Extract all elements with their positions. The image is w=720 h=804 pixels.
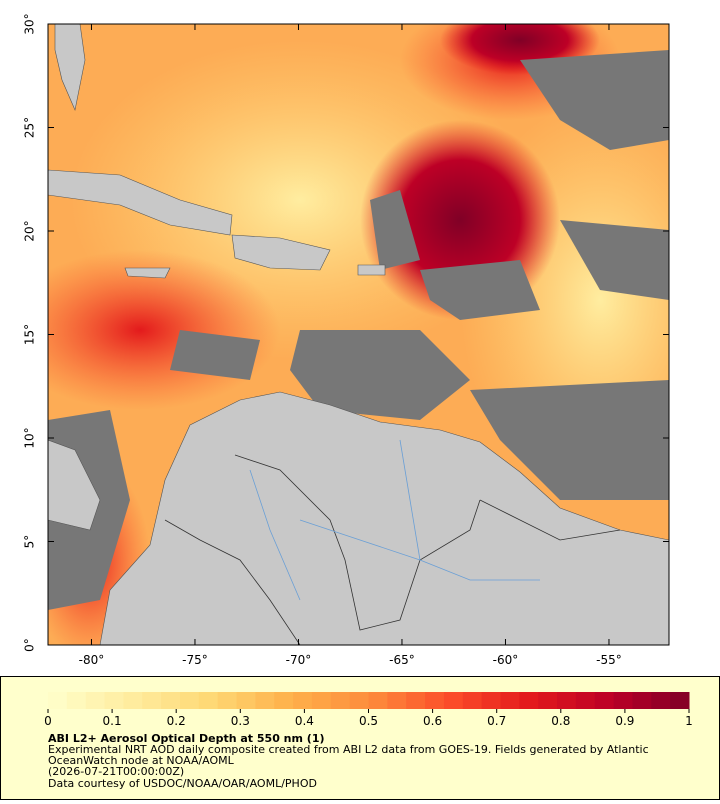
colorbar-segment <box>651 692 671 709</box>
colorbar-tick-label: 1 <box>685 714 693 728</box>
colorbar-segment <box>142 692 162 709</box>
colorbar-segment <box>519 692 539 709</box>
colorbar-segment <box>387 692 407 709</box>
x-tick-label: -55° <box>596 653 622 667</box>
x-tick-label: -75° <box>182 653 208 667</box>
colorbar-segment <box>217 692 238 709</box>
cloud-mask <box>48 50 669 610</box>
x-tick-label: -80° <box>79 653 105 667</box>
colorbar-segment <box>368 692 388 709</box>
colorbar-tick-label: 0.4 <box>295 714 314 728</box>
y-tick-label: 25° <box>23 117 37 138</box>
colorbar-segment <box>500 692 520 709</box>
colorbar-segment <box>179 692 200 709</box>
colorbar-segment <box>594 692 615 709</box>
colorbar-segment <box>66 692 87 709</box>
caption-date: (2026-07-21T00:00:00Z) <box>48 765 184 778</box>
y-tick-label: 15° <box>23 324 37 345</box>
colorbar-tick-label: 0.2 <box>167 714 186 728</box>
y-tick-label: 5° <box>23 535 37 549</box>
caption-text: OceanWatch node at NOAA/AOML <box>48 754 235 767</box>
colorbar-segment <box>293 692 313 709</box>
colorbar-segment <box>236 692 256 709</box>
colorbar-tick-label: 0.3 <box>231 714 250 728</box>
colorbar-segment <box>198 692 219 709</box>
colorbar-segment <box>613 692 633 709</box>
colorbar-segment <box>425 692 445 709</box>
colorbar-segment <box>123 692 143 709</box>
rivers <box>249 439 540 601</box>
colorbar-segment <box>161 692 181 709</box>
borders <box>164 454 621 645</box>
colorbar-tick-label: 0.5 <box>359 714 378 728</box>
x-tick-label: -65° <box>389 653 415 667</box>
y-tick-label: 20° <box>23 220 37 241</box>
caption-text: Experimental NRT AOD daily composite cre… <box>48 743 649 756</box>
caption-title: ABI L2+ Aerosol Optical Depth at 550 nm … <box>48 732 325 745</box>
colorbar-segment <box>481 692 501 709</box>
colorbar-segment <box>670 692 690 709</box>
colorbar-segment <box>406 692 426 709</box>
colorbar-segment <box>104 692 124 709</box>
colorbar-segment <box>462 692 483 709</box>
y-tick-label: 0° <box>23 638 37 652</box>
colorbar-segment <box>48 692 68 709</box>
land <box>48 24 669 645</box>
colorbar-tick-label: 0.8 <box>551 714 570 728</box>
colorbar-segment <box>443 692 464 709</box>
colorbar-segment <box>538 692 558 709</box>
map-area <box>48 24 669 645</box>
colorbar-tick-label: 0.9 <box>615 714 634 728</box>
x-tick-label: -60° <box>493 653 519 667</box>
colorbar-tick-label: 0.7 <box>487 714 506 728</box>
colorbar-segment <box>330 692 351 709</box>
colorbar-segment <box>85 692 106 709</box>
colorbar-segment <box>557 692 577 709</box>
colorbar-segment <box>575 692 596 709</box>
colorbar-tick-label: 0.1 <box>103 714 122 728</box>
y-tick-label: 30° <box>23 13 37 34</box>
colorbar-segment <box>311 692 332 709</box>
colorbar-segment <box>274 692 294 709</box>
colorbar-segment <box>255 692 275 709</box>
colorbar-tick-label: 0.6 <box>423 714 442 728</box>
colorbar-tick-label: 0 <box>44 714 52 728</box>
caption-credit: Data courtesy of USDOC/NOAA/OAR/AOML/PHO… <box>48 777 317 790</box>
y-tick-label: 10° <box>23 427 37 448</box>
colorbar-segment <box>349 692 369 709</box>
x-tick-label: -70° <box>286 653 312 667</box>
colorbar-segment <box>632 692 652 709</box>
